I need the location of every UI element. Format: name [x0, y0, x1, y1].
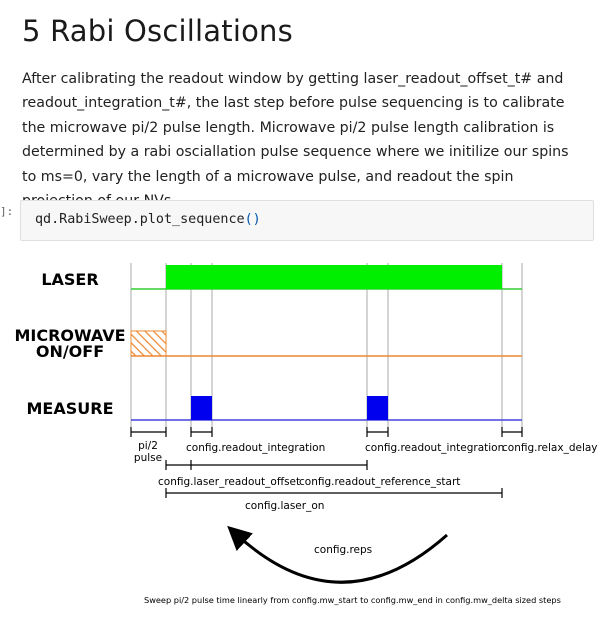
code-parens: () [244, 212, 261, 227]
laser-pulse [166, 265, 502, 289]
laser-on-label: config.laser_on [245, 500, 324, 512]
code-cell[interactable]: qd.RabiSweep.plot_sequence() [20, 200, 594, 241]
sweep-caption: Sweep pi/2 pulse time linearly from conf… [144, 595, 561, 605]
measure-pulse-2 [367, 396, 388, 420]
readout-reference-start-label: config.readout_reference_start [299, 476, 460, 488]
measure-pulse-1 [191, 396, 212, 420]
laser-readout-offset-label: config.laser_readout_offset [158, 476, 300, 488]
duration-brackets [130, 427, 523, 498]
pi2-pulse-label-line1: pi/2 [138, 440, 158, 452]
code-call: qd.RabiSweep.plot_sequence [35, 212, 245, 227]
microwave-pulse-hatched [130, 330, 167, 357]
section-title: 5 Rabi Oscillations [22, 14, 293, 48]
reps-label: config.reps [314, 544, 372, 556]
measure-channel-label: MEASURE [27, 399, 114, 418]
microwave-channel-label-line1: MICROWAVE [14, 326, 125, 345]
pi2-pulse-label-line2: pulse [134, 452, 162, 464]
reps-arrow [227, 525, 448, 584]
relax-delay-label: config.relax_delay [502, 442, 598, 454]
code-line[interactable]: qd.RabiSweep.plot_sequence() [35, 212, 261, 227]
time-marker-lines [130, 263, 523, 433]
description-paragraph: After calibrating the readout window by … [22, 71, 569, 209]
cell-prompt: ]: [0, 205, 14, 218]
microwave-channel-label-line2: ON/OFF [36, 342, 104, 361]
readout-integration-label-2: config.readout_integration [365, 442, 504, 454]
pulse-sequence-diagram: LASER MICROWAVE ON/OFF MEASURE [14, 263, 598, 605]
laser-channel-label: LASER [41, 270, 98, 289]
readout-integration-label-1: config.readout_integration [186, 442, 325, 454]
